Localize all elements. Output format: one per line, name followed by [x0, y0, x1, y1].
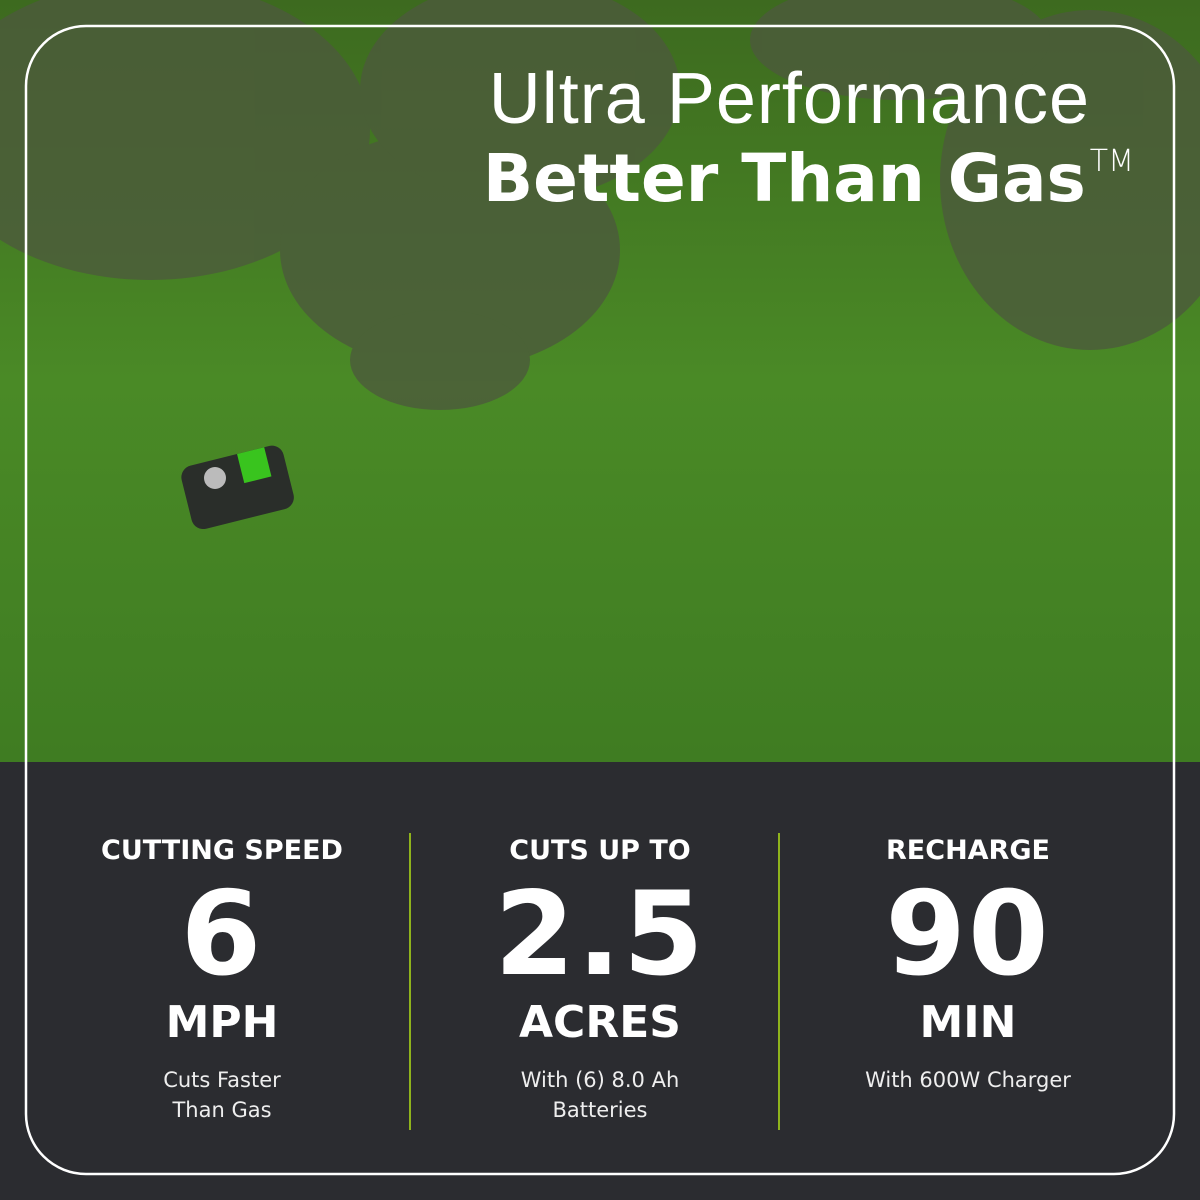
stat-column: CUTS UP TO 2.5 ACRES With (6) 8.0 Ah Batteri…: [415, 835, 785, 1125]
stat-label: CUTTING SPEED: [101, 835, 343, 866]
note-line: With (6) 8.0 Ah: [520, 1068, 680, 1092]
stat-unit: ACRES: [519, 997, 681, 1048]
mower: [181, 445, 294, 530]
stats-panel: [0, 762, 1200, 1200]
stat-unit: MPH: [165, 997, 279, 1048]
stat-column: RECHARGE 90 MIN With 600W Charger: [783, 835, 1153, 1095]
divider: [778, 833, 780, 1130]
headline-line1: Ultra Performance: [488, 59, 1090, 139]
stat-note: With 600W Charger: [783, 1065, 1153, 1095]
stat-label: RECHARGE: [886, 835, 1050, 866]
stat-note: With (6) 8.0 Ah Batteries: [415, 1065, 785, 1125]
headline-text: Better Than Gas: [482, 140, 1086, 217]
trademark: TM: [1089, 144, 1134, 179]
stat-unit: MIN: [919, 997, 1017, 1048]
stat-value: 2.5: [494, 867, 706, 1002]
note-line: Than Gas: [172, 1098, 272, 1122]
trees: [0, 0, 1200, 410]
stat-value: 6: [180, 867, 264, 1002]
headline-line2: Better Than Gas TM: [483, 140, 1134, 217]
frame: [24, 24, 1176, 1176]
stat-note: Cuts Faster Than Gas: [37, 1065, 407, 1125]
divider: [409, 833, 411, 1130]
note-line: Cuts Faster: [163, 1068, 281, 1092]
note-line: With 600W Charger: [865, 1068, 1071, 1092]
stat-label: CUTS UP TO: [509, 835, 691, 866]
stat-column: CUTTING SPEED 6 MPH Cuts Faster Than Gas: [37, 835, 407, 1125]
note-line: Batteries: [552, 1098, 648, 1122]
stat-value: 90: [885, 867, 1051, 1002]
